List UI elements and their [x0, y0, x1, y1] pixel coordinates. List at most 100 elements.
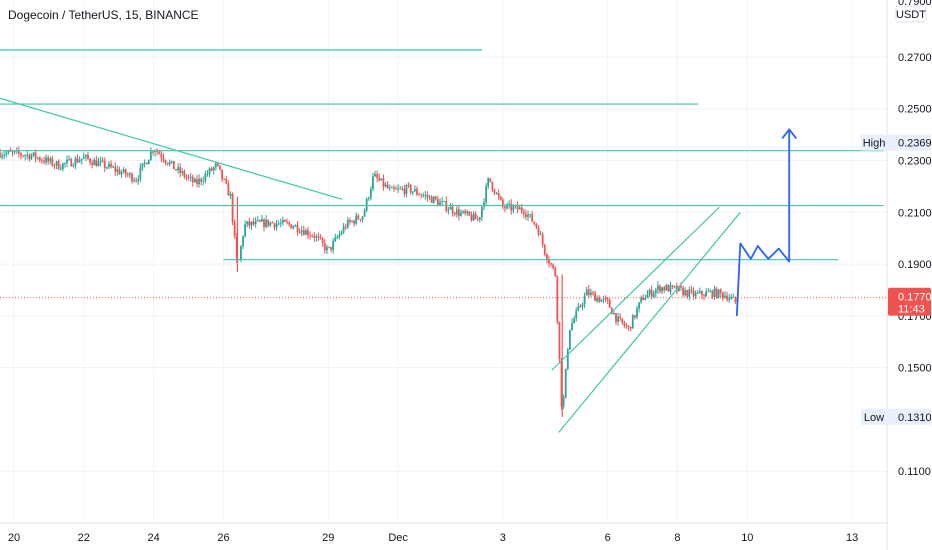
- candle: [715, 286, 718, 299]
- candle: [361, 216, 364, 223]
- candle-body: [114, 166, 117, 172]
- candle-body: [206, 174, 209, 175]
- candle: [244, 220, 247, 238]
- candle: [403, 184, 406, 197]
- candle: [164, 159, 167, 166]
- candle-body: [610, 307, 613, 314]
- candle-body: [397, 188, 400, 190]
- candle-body: [271, 222, 274, 224]
- candle: [525, 209, 527, 220]
- candle: [269, 221, 272, 227]
- candle: [141, 163, 144, 171]
- candle-body: [196, 179, 198, 185]
- candle: [577, 302, 580, 312]
- candle-body: [529, 214, 532, 215]
- candle-body: [449, 206, 452, 210]
- drawings[interactable]: [0, 49, 884, 433]
- candle: [248, 217, 251, 229]
- candle: [581, 302, 584, 311]
- candle: [108, 161, 110, 170]
- candle: [667, 284, 670, 292]
- candle-body: [629, 326, 632, 329]
- candle-body: [525, 213, 527, 217]
- candle-body: [451, 206, 454, 214]
- candle-body: [212, 167, 215, 171]
- candle-body: [481, 206, 483, 218]
- time-tick-label: 26: [217, 532, 229, 544]
- candle: [191, 174, 194, 187]
- candle-body: [663, 287, 666, 291]
- candle: [613, 309, 615, 315]
- candle: [363, 208, 366, 217]
- candle-body: [227, 183, 230, 196]
- candle-body: [160, 154, 163, 158]
- candle-body: [380, 178, 383, 181]
- candle-body: [179, 167, 182, 174]
- candle-body: [164, 160, 167, 163]
- candle: [654, 287, 657, 298]
- candle-body: [296, 225, 299, 232]
- candle-body: [416, 189, 418, 195]
- candle: [562, 394, 565, 410]
- candle-body: [560, 358, 563, 407]
- candle: [286, 218, 288, 225]
- price-tick-label: 0.1100: [898, 466, 931, 478]
- high-value: 0.2369: [898, 138, 932, 150]
- candle-body: [154, 151, 156, 153]
- candle-body: [126, 174, 129, 176]
- candle: [55, 160, 58, 170]
- candle: [501, 197, 504, 210]
- candle-body: [346, 220, 349, 228]
- candle: [281, 216, 284, 226]
- time-axis[interactable]: [0, 523, 887, 550]
- price-axis[interactable]: [887, 0, 932, 550]
- candle: [328, 246, 330, 249]
- candle: [401, 185, 404, 191]
- candle-body: [411, 191, 414, 193]
- candle-body: [462, 210, 464, 213]
- candle: [703, 293, 705, 301]
- candle: [64, 162, 66, 168]
- candle-body: [692, 290, 695, 297]
- candle: [359, 218, 362, 222]
- candle-body: [495, 192, 498, 194]
- candle-body: [493, 189, 496, 194]
- candle-body: [390, 187, 393, 189]
- candle: [302, 225, 305, 236]
- candle-body: [336, 237, 339, 238]
- candle: [510, 199, 513, 215]
- candle: [51, 155, 54, 168]
- candle-body: [541, 234, 544, 245]
- candle-body: [307, 230, 309, 236]
- candle-body: [665, 285, 668, 291]
- candle: [434, 195, 437, 201]
- currency-badge[interactable]: 0.7900 USDT: [895, 0, 932, 23]
- candle-body: [1, 155, 3, 158]
- candle-body: [627, 326, 630, 328]
- candle: [338, 230, 341, 240]
- candle-body: [246, 221, 249, 225]
- candle: [38, 155, 41, 163]
- candle: [187, 174, 190, 181]
- candle-body: [721, 292, 724, 298]
- candle: [313, 232, 316, 242]
- candle-body: [24, 155, 27, 157]
- candle: [627, 324, 630, 331]
- candle-body: [147, 159, 150, 165]
- candle-body: [124, 169, 127, 175]
- candle-body: [70, 158, 73, 167]
- candle-body: [606, 298, 609, 300]
- candle: [49, 156, 52, 165]
- candle: [437, 195, 439, 207]
- candle-body: [667, 285, 670, 292]
- candle: [0, 148, 1, 159]
- candle: [566, 347, 569, 371]
- candle-body: [156, 151, 159, 153]
- candle: [221, 169, 223, 183]
- candle-body: [457, 209, 460, 216]
- candle: [219, 165, 221, 171]
- candle: [349, 217, 351, 225]
- candle: [487, 177, 490, 190]
- top-cut-price-label: 0.7900: [898, 0, 932, 8]
